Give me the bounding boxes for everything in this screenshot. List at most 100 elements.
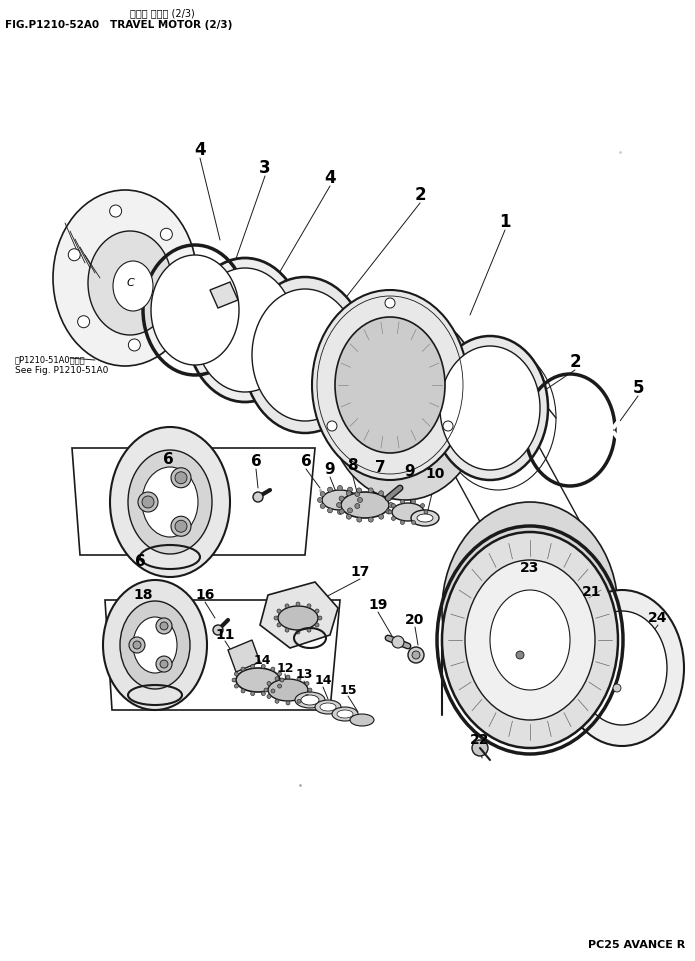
Ellipse shape <box>560 590 684 746</box>
Ellipse shape <box>392 503 424 521</box>
Text: 10: 10 <box>425 467 445 481</box>
Ellipse shape <box>53 190 197 366</box>
Ellipse shape <box>103 580 207 710</box>
Circle shape <box>355 491 360 497</box>
Circle shape <box>297 677 301 680</box>
Text: 3: 3 <box>259 159 271 177</box>
Text: 6: 6 <box>251 455 261 470</box>
Text: 18: 18 <box>133 588 153 602</box>
Text: 22: 22 <box>471 733 490 747</box>
Text: ソココ モータ (2/3): ソココ モータ (2/3) <box>130 8 195 18</box>
Circle shape <box>348 508 352 513</box>
Circle shape <box>327 421 337 431</box>
Polygon shape <box>260 582 338 648</box>
Text: 23: 23 <box>521 561 540 575</box>
Ellipse shape <box>350 714 374 726</box>
Circle shape <box>318 498 322 503</box>
Circle shape <box>232 678 236 682</box>
Ellipse shape <box>252 289 358 421</box>
Circle shape <box>156 618 172 634</box>
Ellipse shape <box>442 502 618 718</box>
Circle shape <box>267 681 271 685</box>
Circle shape <box>277 623 281 627</box>
Circle shape <box>275 700 279 703</box>
Ellipse shape <box>110 427 230 577</box>
Circle shape <box>297 700 301 703</box>
Text: 6: 6 <box>301 455 311 470</box>
Ellipse shape <box>151 255 239 365</box>
Text: PC25 AVANCE R: PC25 AVANCE R <box>588 940 685 950</box>
Circle shape <box>171 468 191 488</box>
Circle shape <box>251 664 254 668</box>
Circle shape <box>285 628 289 632</box>
Circle shape <box>315 623 319 627</box>
Circle shape <box>296 602 300 606</box>
Circle shape <box>318 616 322 620</box>
Circle shape <box>213 625 223 635</box>
Text: 20: 20 <box>405 613 425 627</box>
Polygon shape <box>210 282 238 308</box>
Circle shape <box>320 491 325 497</box>
Circle shape <box>160 660 168 668</box>
Circle shape <box>160 622 168 630</box>
Circle shape <box>368 517 373 522</box>
Text: C: C <box>126 278 134 288</box>
Circle shape <box>110 205 122 217</box>
Circle shape <box>68 249 80 260</box>
Circle shape <box>277 672 281 676</box>
Ellipse shape <box>315 700 341 714</box>
Circle shape <box>339 509 344 514</box>
Text: 6: 6 <box>163 453 173 467</box>
Circle shape <box>320 504 325 508</box>
Circle shape <box>307 604 311 608</box>
Circle shape <box>412 651 420 659</box>
Circle shape <box>275 677 279 680</box>
Circle shape <box>389 503 393 507</box>
Circle shape <box>307 628 311 632</box>
Circle shape <box>234 672 238 676</box>
Circle shape <box>420 504 425 507</box>
Ellipse shape <box>88 231 172 335</box>
Circle shape <box>368 488 373 493</box>
Circle shape <box>170 295 182 308</box>
Circle shape <box>385 298 395 308</box>
Ellipse shape <box>350 337 460 473</box>
Text: 9: 9 <box>325 462 335 478</box>
Circle shape <box>315 609 319 613</box>
Circle shape <box>408 647 424 663</box>
Text: 11: 11 <box>215 628 235 642</box>
Circle shape <box>261 664 265 668</box>
Ellipse shape <box>301 695 319 705</box>
Circle shape <box>386 509 391 514</box>
Ellipse shape <box>335 317 445 453</box>
Circle shape <box>142 496 154 508</box>
Circle shape <box>251 692 254 696</box>
Circle shape <box>129 339 140 351</box>
Circle shape <box>308 688 312 692</box>
Text: 14: 14 <box>253 653 271 667</box>
Text: 2: 2 <box>414 186 426 204</box>
Text: FIG.P1210-52A0   TRAVEL MOTOR (2/3): FIG.P1210-52A0 TRAVEL MOTOR (2/3) <box>5 20 232 30</box>
Text: 8: 8 <box>347 458 357 474</box>
Text: 24: 24 <box>648 611 668 625</box>
Ellipse shape <box>337 710 353 718</box>
Circle shape <box>338 485 343 490</box>
Circle shape <box>327 487 332 492</box>
Circle shape <box>348 487 352 492</box>
Text: 4: 4 <box>324 169 336 187</box>
Circle shape <box>285 604 289 608</box>
Text: 4: 4 <box>194 141 206 159</box>
Circle shape <box>277 684 281 688</box>
Circle shape <box>264 688 268 692</box>
Circle shape <box>286 675 290 679</box>
Ellipse shape <box>442 532 618 748</box>
Ellipse shape <box>432 336 548 480</box>
Circle shape <box>175 472 187 483</box>
Circle shape <box>138 492 158 512</box>
Ellipse shape <box>465 560 595 720</box>
Ellipse shape <box>113 261 153 311</box>
Ellipse shape <box>278 606 318 630</box>
Ellipse shape <box>133 617 177 673</box>
Circle shape <box>253 492 263 502</box>
Circle shape <box>277 609 281 613</box>
